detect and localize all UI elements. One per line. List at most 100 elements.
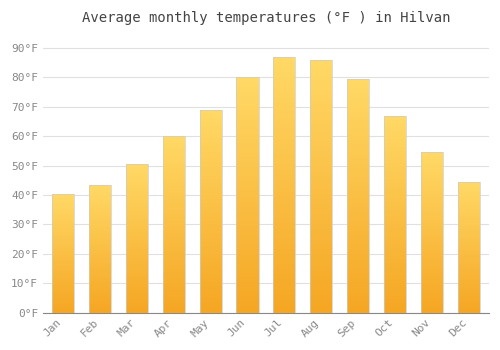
Bar — [347, 268, 369, 271]
Bar — [384, 311, 406, 313]
Bar — [458, 204, 479, 205]
Bar — [310, 186, 332, 189]
Bar — [274, 154, 295, 156]
Bar — [274, 88, 295, 90]
Bar — [200, 116, 222, 118]
Bar — [89, 185, 111, 313]
Bar — [347, 172, 369, 175]
Bar — [52, 205, 74, 206]
Bar — [89, 244, 111, 245]
Bar — [162, 154, 185, 156]
Bar — [458, 230, 479, 231]
Bar — [347, 222, 369, 224]
Bar — [274, 244, 295, 246]
Bar — [420, 220, 443, 221]
Bar — [458, 197, 479, 199]
Bar — [420, 274, 443, 276]
Bar — [458, 220, 479, 221]
Bar — [236, 242, 258, 244]
Bar — [200, 140, 222, 142]
Bar — [384, 189, 406, 190]
Bar — [162, 304, 185, 306]
Bar — [200, 209, 222, 211]
Bar — [162, 249, 185, 251]
Bar — [458, 188, 479, 190]
Bar — [126, 253, 148, 255]
Bar — [420, 242, 443, 244]
Bar — [52, 197, 74, 198]
Bar — [384, 291, 406, 293]
Bar — [52, 218, 74, 220]
Bar — [458, 216, 479, 217]
Bar — [310, 72, 332, 75]
Bar — [236, 249, 258, 251]
Bar — [200, 120, 222, 122]
Bar — [384, 181, 406, 183]
Bar — [89, 205, 111, 206]
Bar — [347, 231, 369, 233]
Bar — [384, 116, 406, 118]
Bar — [384, 256, 406, 258]
Bar — [420, 176, 443, 178]
Bar — [347, 107, 369, 109]
Bar — [89, 231, 111, 232]
Bar — [274, 236, 295, 238]
Bar — [89, 220, 111, 222]
Bar — [162, 159, 185, 161]
Bar — [458, 303, 479, 305]
Bar — [458, 192, 479, 194]
Bar — [52, 233, 74, 234]
Bar — [52, 278, 74, 279]
Bar — [274, 210, 295, 213]
Bar — [162, 230, 185, 231]
Bar — [384, 289, 406, 291]
Bar — [458, 259, 479, 260]
Bar — [200, 213, 222, 215]
Bar — [384, 236, 406, 238]
Bar — [52, 236, 74, 238]
Bar — [236, 211, 258, 214]
Bar — [52, 212, 74, 214]
Bar — [458, 301, 479, 302]
Bar — [458, 277, 479, 279]
Bar — [200, 110, 222, 313]
Bar — [274, 141, 295, 144]
Bar — [347, 303, 369, 306]
Bar — [310, 138, 332, 141]
Bar — [126, 172, 148, 173]
Bar — [347, 250, 369, 252]
Bar — [52, 284, 74, 285]
Bar — [236, 139, 258, 141]
Bar — [52, 242, 74, 244]
Bar — [126, 225, 148, 226]
Bar — [52, 206, 74, 208]
Bar — [420, 257, 443, 258]
Bar — [126, 179, 148, 181]
Bar — [274, 277, 295, 279]
Bar — [200, 185, 222, 187]
Bar — [162, 224, 185, 226]
Bar — [89, 261, 111, 263]
Bar — [347, 126, 369, 128]
Bar — [89, 265, 111, 267]
Bar — [274, 215, 295, 218]
Bar — [162, 172, 185, 173]
Bar — [384, 252, 406, 253]
Bar — [89, 223, 111, 224]
Bar — [162, 263, 185, 265]
Bar — [200, 142, 222, 144]
Bar — [384, 118, 406, 119]
Bar — [310, 158, 332, 161]
Bar — [420, 236, 443, 237]
Bar — [236, 148, 258, 150]
Bar — [310, 204, 332, 206]
Bar — [162, 275, 185, 277]
Bar — [200, 236, 222, 238]
Bar — [458, 182, 479, 313]
Bar — [310, 141, 332, 143]
Bar — [236, 218, 258, 221]
Bar — [274, 251, 295, 254]
Bar — [274, 267, 295, 269]
Bar — [89, 200, 111, 201]
Bar — [347, 252, 369, 254]
